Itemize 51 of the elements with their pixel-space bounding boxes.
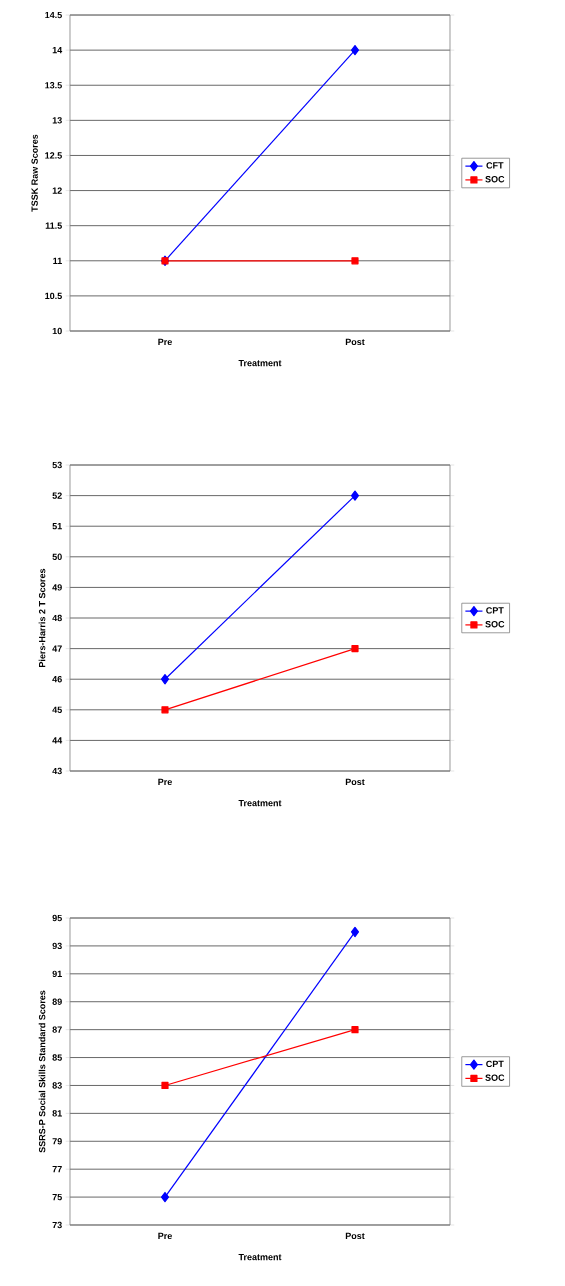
y-tick-label: 50 (52, 553, 62, 560)
x-tick-label: Post (345, 1232, 365, 1240)
legend-label: SOC (485, 176, 505, 183)
y-tick-label: 45 (52, 706, 62, 713)
y-tick-label: 75 (52, 1193, 62, 1201)
legend-label: CPT (486, 607, 504, 614)
y-tick-label: 79 (52, 1138, 62, 1145)
legend-label: SOC (485, 1074, 505, 1081)
x-tick-label: Post (345, 338, 365, 346)
y-tick-label: 95 (52, 914, 62, 922)
y-tick-label: 87 (52, 1026, 62, 1033)
y-tick-label: 13 (52, 117, 62, 124)
legend-label: CPT (486, 1060, 504, 1068)
y-tick-label: 89 (52, 998, 62, 1005)
y-tick-label: 14.5 (45, 11, 62, 19)
y-tick-label: 73 (52, 1221, 62, 1229)
legend-label: SOC (485, 621, 505, 628)
y-tick-label: 93 (52, 942, 62, 950)
x-axis-title: Treatment (238, 799, 282, 807)
x-tick-label: Pre (158, 338, 172, 346)
y-tick-label: 48 (52, 614, 62, 622)
y-tick-label: 49 (52, 584, 62, 591)
y-tick-label: 77 (52, 1166, 62, 1173)
x-axis-title: Treatment (238, 359, 282, 367)
y-axis-title: Piers-Harris 2 T Scores (38, 568, 46, 667)
y-tick-label: 44 (52, 737, 63, 744)
y-tick-label: 53 (52, 461, 62, 469)
y-tick-label: 91 (52, 970, 62, 978)
y-tick-label: 12.5 (45, 152, 62, 159)
y-tick-label: 52 (52, 492, 62, 499)
y-axis-title: SSRS-P Social Skills Standard Scores (38, 990, 46, 1153)
x-axis-title: Treatment (238, 1253, 282, 1261)
x-tick-label: Post (345, 778, 365, 786)
y-tick-label: 81 (52, 1110, 62, 1117)
x-tick-label: Pre (158, 1232, 172, 1240)
y-tick-label: 11 (53, 257, 62, 264)
y-tick-label: 13.5 (45, 82, 62, 89)
y-tick-label: 10.5 (45, 292, 62, 300)
y-axis-title: TSSK Raw Scores (31, 134, 38, 212)
y-tick-label: 11.5 (45, 222, 62, 229)
x-tick-label: Pre (158, 778, 172, 786)
y-tick-label: 47 (52, 645, 62, 652)
y-tick-label: 51 (52, 523, 62, 530)
y-tick-label: 83 (52, 1082, 62, 1089)
y-tick-label: 12 (52, 187, 62, 194)
y-tick-label: 85 (52, 1054, 62, 1061)
y-tick-label: 14 (52, 47, 63, 54)
legend-label: CFT (486, 162, 504, 169)
y-tick-label: 46 (52, 676, 62, 683)
y-tick-label: 43 (52, 767, 62, 775)
y-tick-label: 10 (52, 327, 62, 335)
